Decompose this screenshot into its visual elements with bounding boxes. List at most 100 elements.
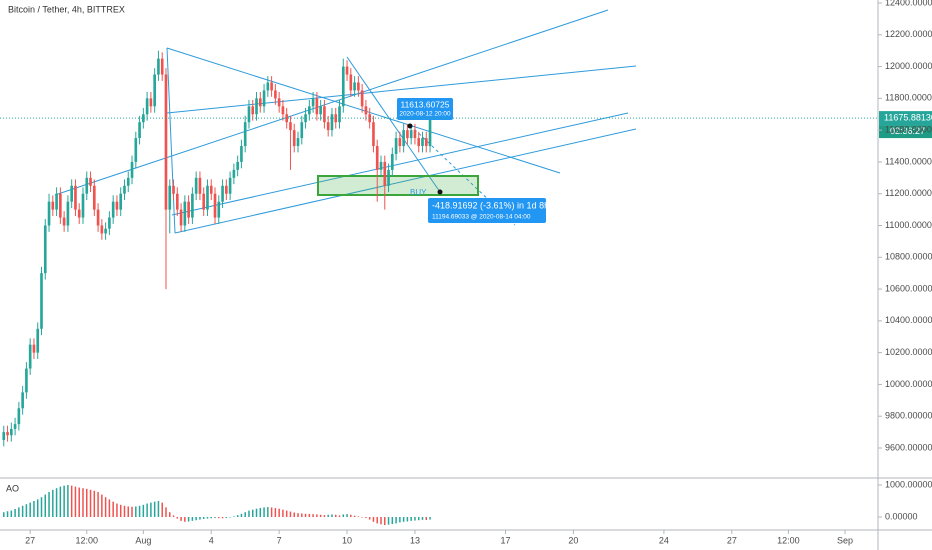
- candle-body: [387, 169, 390, 186]
- indicator-bar: [376, 517, 378, 524]
- trend-line: [166, 47, 176, 234]
- indicator-bar: [21, 505, 24, 518]
- indicator-bar: [176, 517, 179, 519]
- candle-body: [9, 428, 13, 436]
- candle-body: [217, 201, 221, 218]
- candle-body: [394, 138, 398, 154]
- indicator-bar: [384, 517, 386, 526]
- candle-body: [262, 90, 266, 107]
- indicator-bar: [221, 517, 224, 519]
- indicator-bar: [240, 513, 243, 518]
- candle-body: [266, 82, 270, 91]
- indicator-bar: [263, 507, 265, 518]
- indicator-bar: [395, 517, 397, 524]
- indicator-bar: [236, 515, 239, 518]
- indicator-bar: [112, 501, 114, 518]
- indicator-bar: [131, 506, 133, 518]
- candle-body: [289, 122, 292, 131]
- candle-body: [255, 98, 258, 115]
- y-tick-label: 10600.00000: [885, 283, 932, 293]
- indicator-bar: [365, 517, 367, 518]
- candle-body: [209, 185, 213, 194]
- candle-body: [383, 161, 387, 186]
- indicator-bar: [289, 511, 292, 518]
- countdown-label: 02:36:27: [890, 126, 925, 136]
- trend-line: [166, 47, 561, 174]
- candle-body: [398, 138, 402, 147]
- indicator-bar: [410, 517, 412, 521]
- x-tick-label: 10: [342, 535, 352, 545]
- x-tick-label: 24: [659, 535, 669, 545]
- indicator-bar: [93, 490, 96, 518]
- indicator-y-tick-label: 1000.00000: [885, 479, 932, 489]
- indicator-bar: [297, 513, 299, 518]
- candle-body: [221, 185, 224, 202]
- candle-body: [243, 122, 247, 147]
- candle-body: [130, 161, 134, 178]
- indicator-bar: [70, 485, 73, 518]
- candle-body: [108, 217, 111, 229]
- indicator-bar: [421, 517, 424, 520]
- trend-line: [346, 56, 441, 193]
- candle-body: [92, 185, 96, 210]
- indicator-bar: [293, 512, 295, 518]
- trend-line: [54, 9, 609, 196]
- indicator-bar: [157, 501, 160, 518]
- indicator-bar: [338, 515, 341, 518]
- candle-body: [17, 408, 21, 425]
- callout: [428, 198, 546, 223]
- indicator-bar: [414, 517, 416, 521]
- indicator-bar: [225, 517, 228, 518]
- y-tick-label: 10400.00000: [885, 315, 932, 325]
- indicator-bar: [29, 502, 31, 518]
- candle-body: [270, 82, 273, 91]
- callout-date: 2020-08-12 20:00: [399, 111, 451, 118]
- candle-body: [74, 185, 77, 210]
- indicator-bar: [40, 497, 43, 518]
- candle-body: [157, 58, 160, 75]
- indicator-bar: [191, 517, 194, 521]
- indicator-bar: [184, 517, 186, 522]
- x-tick-label: 20: [568, 535, 578, 545]
- indicator-bar: [214, 517, 216, 518]
- candle-body: [96, 209, 100, 226]
- indicator-bar: [25, 504, 28, 518]
- candle-body: [138, 122, 141, 139]
- indicator-bar: [399, 517, 401, 523]
- countdown-tag: [879, 125, 932, 139]
- candle-body: [202, 193, 206, 210]
- candle-body: [179, 209, 183, 226]
- y-tick-label: 11200.00000: [885, 188, 932, 198]
- candle-body: [228, 177, 232, 194]
- indicator-bar: [202, 517, 205, 519]
- indicator-bar: [353, 515, 356, 518]
- indicator-bar: [3, 512, 5, 518]
- indicator-bar: [180, 517, 182, 521]
- candle-body: [47, 201, 51, 226]
- indicator-bar: [251, 509, 254, 518]
- candle-body: [25, 368, 28, 393]
- y-tick-label: 9600.00000: [885, 442, 932, 452]
- candle-body: [13, 424, 17, 429]
- indicator-bar: [270, 507, 273, 518]
- candle-body: [6, 432, 9, 436]
- y-tick-label: 10000.00000: [885, 379, 932, 389]
- indicator-bar: [97, 492, 99, 518]
- indicator-bar: [372, 517, 375, 522]
- candle-body: [315, 98, 319, 115]
- indicator-bar: [86, 488, 88, 518]
- chart-title: Bitcoin / Tether, 4h, BITTREX: [8, 4, 125, 14]
- indicator-bar: [150, 502, 152, 518]
- candle-body: [89, 177, 92, 186]
- candle-body: [59, 193, 62, 218]
- x-tick-label: 7: [277, 535, 282, 545]
- indicator-bar: [323, 515, 326, 518]
- indicator-bar: [119, 504, 122, 518]
- candle-body: [390, 153, 394, 170]
- indicator-bar: [82, 488, 84, 518]
- y-tick-label: 10200.00000: [885, 347, 932, 357]
- x-tick-label: 27: [727, 535, 737, 545]
- indicator-bar: [101, 494, 103, 518]
